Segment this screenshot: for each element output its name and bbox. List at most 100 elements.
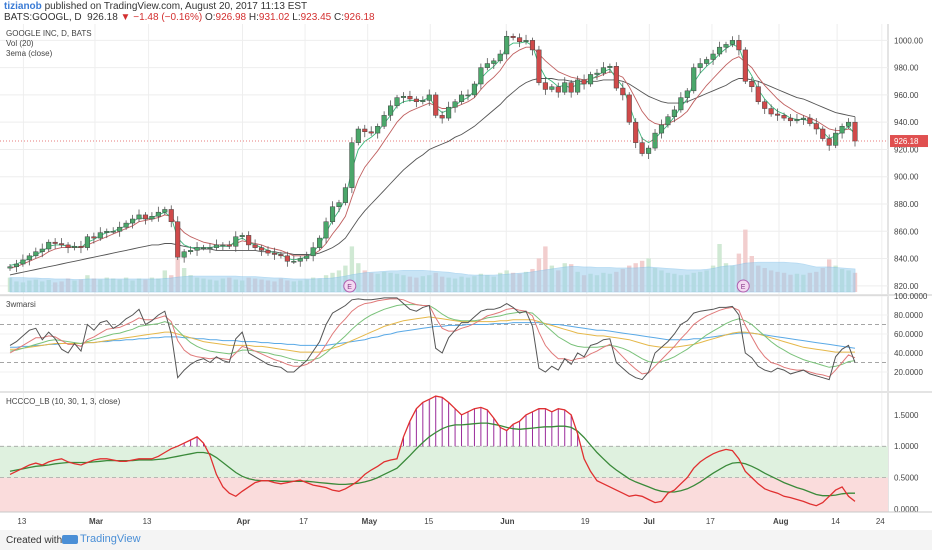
hccco-axis-label: 0.5000: [894, 474, 919, 483]
candle-body: [433, 94, 439, 116]
candle-body: [220, 244, 226, 247]
hccco-slow-line: [9, 422, 855, 497]
close-label: C:: [333, 12, 344, 23]
candle-body: [568, 82, 574, 93]
published-text: published on TradingView.com, August 20,…: [44, 1, 308, 12]
hccco-axis-label: 1.0000: [894, 442, 919, 451]
price-axis-label: 820.00: [894, 282, 919, 291]
candle-body: [471, 83, 477, 96]
candle-body: [271, 252, 278, 255]
candle-body: [723, 44, 729, 48]
x-axis-tick-label: May: [362, 517, 378, 526]
hccco-axis-label: 1.5000: [894, 411, 919, 420]
candle-body: [97, 232, 103, 239]
price-axis-label: 860.00: [894, 227, 919, 236]
x-axis-tick-label: Jun: [500, 517, 514, 526]
created-with-text: Created with: [6, 535, 63, 546]
rsi-axis-label: 100.0000: [894, 292, 928, 301]
candle-body: [729, 40, 735, 45]
candle-body: [91, 236, 97, 239]
candle-body: [426, 94, 432, 101]
candle-body: [478, 67, 484, 85]
candle-body: [78, 246, 84, 248]
candle-body: [130, 218, 136, 224]
candle-body: [787, 117, 794, 122]
rsi-axis-label: 80.0000: [894, 311, 923, 320]
candle-body: [413, 98, 419, 102]
open-value: 926.98: [215, 12, 247, 23]
candle-body: [465, 94, 471, 97]
candle-body: [246, 235, 252, 246]
x-axis-tick-label: 24: [876, 517, 885, 526]
author-link[interactable]: tizianob: [4, 1, 42, 12]
last-price-tag: [890, 135, 928, 148]
candle-body: [491, 60, 497, 64]
hccco-axis-label: 0.0000: [894, 505, 919, 514]
candle-body: [342, 187, 348, 203]
hccco-pane-title: HCCCO_LB (10, 30, 1, 3, close): [6, 397, 121, 406]
candle-body: [497, 53, 503, 62]
last-price: 926.18: [87, 12, 118, 23]
candle-body: [239, 235, 245, 237]
pane-bg-0: [0, 24, 932, 294]
candle-body: [684, 90, 690, 98]
candle-body: [439, 115, 445, 119]
volume-ma-area: [9, 261, 856, 293]
price-axis-label: 900.00: [894, 173, 919, 182]
candle-body: [52, 241, 58, 244]
candle-body: [845, 121, 852, 127]
candle-body: [613, 66, 619, 89]
candle-body: [639, 142, 645, 154]
chart-header: tizianob published on TradingView.com, A…: [0, 0, 932, 24]
candle-body: [84, 236, 90, 248]
candle-body: [304, 255, 310, 259]
chart-canvas[interactable]: 1000.00 980.00 960.00 940.00 920.00 900.00 880…: [0, 24, 932, 530]
candle-body: [852, 121, 858, 142]
candle-body: [375, 126, 381, 134]
high-label: H:: [248, 12, 259, 23]
candle-body: [233, 236, 239, 247]
ema-legend: 3ema (close): [6, 49, 53, 58]
candle-body: [33, 251, 39, 257]
volume-bar: [543, 246, 548, 292]
candle-body: [839, 126, 845, 134]
candle-body: [678, 97, 684, 111]
x-axis-tick-label: 15: [424, 517, 433, 526]
footer: Created with TradingView: [0, 530, 932, 550]
rsi-slow-line: [10, 316, 855, 353]
candle-body: [259, 247, 265, 251]
candle-body: [59, 243, 65, 246]
symbol-label: BATS:GOOGL, D: [4, 12, 82, 23]
price-change: −1.48 (−0.16%): [133, 12, 203, 23]
earnings-marker-icon: [736, 279, 750, 293]
x-axis-tick-label: 14: [831, 517, 840, 526]
candle-body: [26, 255, 32, 261]
candle-body: [194, 247, 200, 251]
price-pane-title: GOOGLE INC, D, BATS: [6, 29, 92, 38]
price-axis-label: 880.00: [894, 200, 919, 209]
candle-body: [200, 247, 207, 249]
candle-body: [704, 59, 710, 64]
candle-body: [284, 255, 290, 262]
candle-body: [768, 108, 774, 115]
candle-body: [607, 66, 613, 68]
candle-body: [504, 36, 510, 55]
candle-body: [646, 147, 652, 154]
candle-body: [755, 86, 761, 102]
candle-body: [800, 117, 806, 120]
candle-body: [149, 216, 155, 220]
candle-body: [523, 40, 529, 42]
candle-body: [20, 259, 26, 265]
candle-body: [265, 250, 271, 254]
earnings-marker-icon: [343, 279, 357, 293]
candle-body: [110, 231, 116, 233]
rsi-pane-title: 3wmarsi: [6, 300, 36, 309]
high-value: 931.02: [258, 12, 290, 23]
x-axis-tick-label: 13: [143, 517, 152, 526]
tradingview-logo[interactable]: TradingView: [62, 533, 141, 545]
x-axis-tick-label: 17: [299, 517, 308, 526]
candle-body: [278, 254, 284, 257]
candle-body: [362, 128, 368, 132]
candle-body: [420, 100, 426, 102]
candle-body: [826, 138, 832, 146]
